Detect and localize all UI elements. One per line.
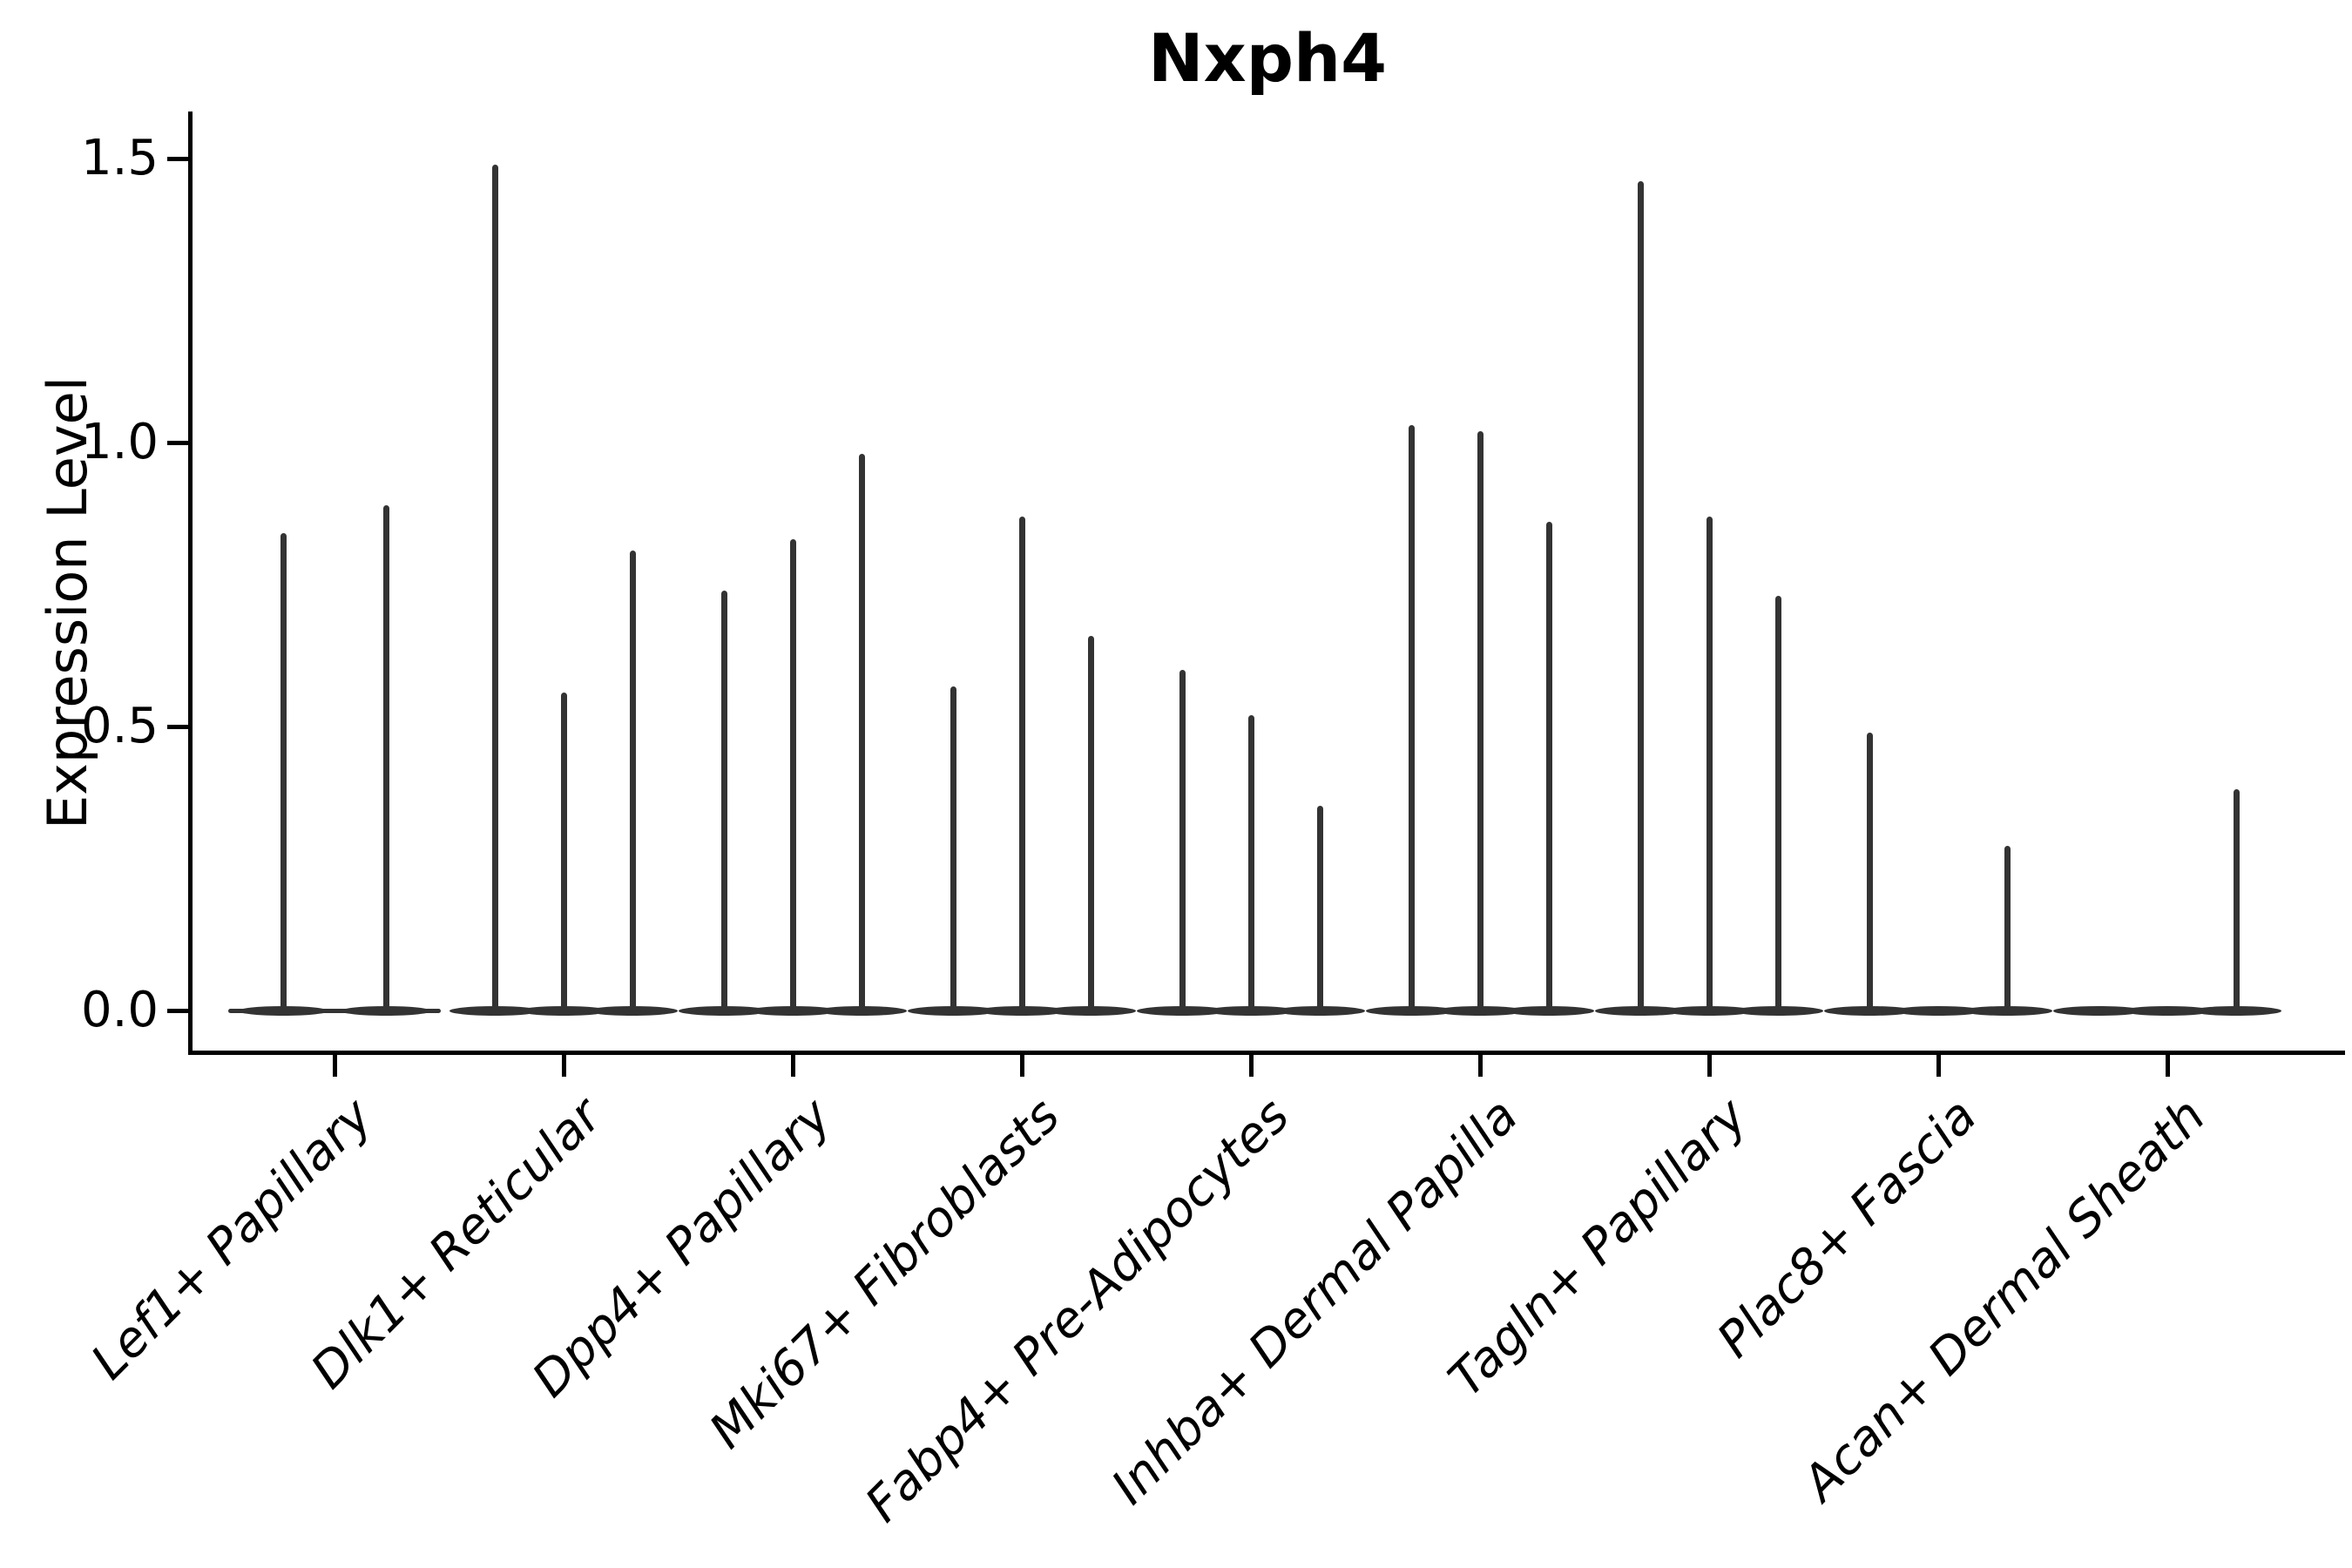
violin-base [2191, 1005, 2281, 1016]
violin-base [1435, 1005, 1525, 1016]
violin-spike [382, 504, 389, 1010]
violin-spike [1408, 425, 1415, 1010]
chart-title: Nxph4 [1147, 19, 1387, 97]
violin-spike [560, 692, 567, 1010]
violin-spike [1477, 430, 1484, 1010]
violin-base [1733, 1005, 1823, 1016]
x-tick [1248, 1054, 1254, 1077]
violin-base [2122, 1005, 2213, 1016]
violin-spike [1087, 635, 1094, 1010]
violin-base [1137, 1005, 1227, 1016]
x-tick [790, 1054, 795, 1077]
x-tick [561, 1054, 566, 1077]
violin-spike [1866, 732, 1873, 1010]
x-axis-spine [188, 1051, 2345, 1055]
violin-spike [2233, 788, 2240, 1010]
x-tick [1019, 1054, 1024, 1077]
violin-base [1962, 1005, 2052, 1016]
violin-spike [720, 590, 727, 1010]
y-tick-label: 1.0 [80, 414, 159, 470]
violin-spike [1316, 806, 1323, 1010]
y-axis-spine [188, 112, 193, 1055]
violin-base [1206, 1005, 1296, 1016]
violin-base [1595, 1005, 1686, 1016]
y-tick [167, 1008, 188, 1013]
violin-base [816, 1005, 907, 1016]
violin-spike [1545, 522, 1552, 1010]
violin-spike [1179, 669, 1186, 1010]
violin-base [1504, 1005, 1594, 1016]
x-tick [2165, 1054, 2170, 1077]
x-category-label: Fabp4+ Pre-Adipocytes [855, 1087, 1301, 1533]
violin-baseline [228, 1008, 441, 1013]
violin-base [1893, 1005, 1984, 1016]
violin-base [1274, 1005, 1365, 1016]
violin-spike [491, 164, 498, 1010]
violin-spike [1637, 181, 1644, 1010]
violin-spike [1774, 596, 1781, 1010]
violin-base [1045, 1005, 1136, 1016]
x-tick [332, 1054, 337, 1077]
violin-spike [789, 538, 796, 1010]
violin-base [449, 1005, 540, 1016]
y-tick-label: 0.0 [80, 982, 159, 1038]
violin-spike [1018, 516, 1025, 1010]
violin-base [1664, 1005, 1754, 1016]
y-tick [167, 440, 188, 445]
violin-base [679, 1005, 769, 1016]
violin-spike [858, 454, 865, 1010]
x-category-label: Acan+ Dermal Sheath [1792, 1087, 2217, 1512]
violin-base [2053, 1005, 2144, 1016]
violin-base [238, 1005, 328, 1016]
violin-spike [1247, 714, 1254, 1010]
violin-base [518, 1005, 609, 1016]
x-tick [1477, 1054, 1483, 1077]
violin-base [341, 1005, 431, 1016]
y-tick-label: 0.5 [80, 698, 159, 754]
violin-spike [950, 686, 956, 1010]
violin-base [587, 1005, 678, 1016]
violin-spike [280, 533, 287, 1010]
violin-spike [2004, 845, 2011, 1010]
violin-base [747, 1005, 838, 1016]
violin-spike [629, 550, 636, 1010]
x-category-label: Inhba+ Dermal Papilla [1101, 1087, 1530, 1516]
y-tick [167, 724, 188, 729]
y-tick [167, 156, 188, 161]
violin-base [1824, 1005, 1915, 1016]
violin-base [908, 1005, 998, 1016]
x-tick [1707, 1054, 1712, 1077]
y-tick-label: 1.5 [80, 130, 159, 186]
violin-spike [1706, 516, 1713, 1010]
violin-base [977, 1005, 1067, 1016]
violin-base [1366, 1005, 1456, 1016]
x-tick [1936, 1054, 1941, 1077]
